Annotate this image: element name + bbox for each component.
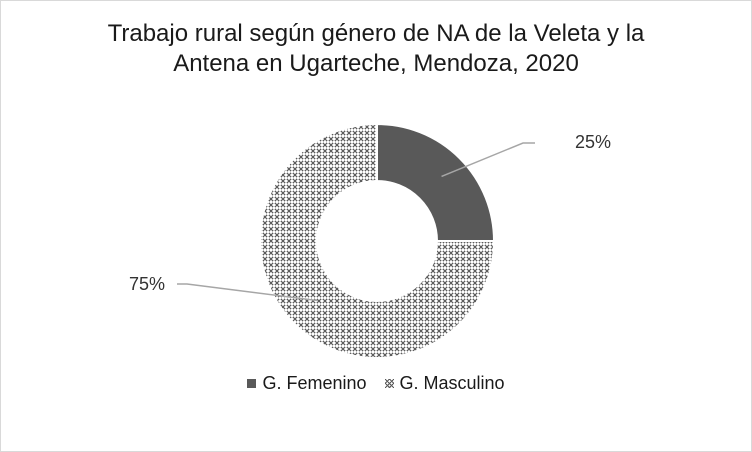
donut-slice-femenino: [376, 122, 496, 242]
leader-line-masculino: [177, 283, 318, 302]
chart-title: Trabajo rural según género de NA de la V…: [1, 19, 751, 79]
legend-swatch-masculino: [384, 379, 394, 388]
legend-item-femenino: G. Femenino: [247, 373, 367, 394]
legend-label-masculino: G. Masculino: [399, 373, 505, 393]
donut-slice-masculino: [259, 122, 496, 359]
data-label-femenino: 25%: [575, 132, 612, 152]
legend: G. Femenino G. Masculino: [1, 373, 751, 394]
data-label-masculino: 75%: [129, 274, 166, 294]
chart-title-line-2: Antena en Ugarteche, Mendoza, 2020: [173, 50, 579, 77]
legend-swatch-femenino: [247, 379, 257, 388]
chart-title-line-1: Trabajo rural según género de NA de la V…: [107, 20, 645, 47]
leader-line-femenino: [441, 142, 535, 178]
legend-label-femenino: G. Femenino: [262, 373, 367, 393]
legend-item-masculino: G. Masculino: [384, 373, 505, 394]
